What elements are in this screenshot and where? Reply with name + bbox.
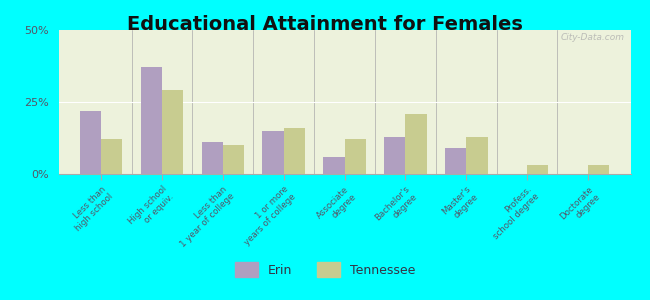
Bar [445,148,466,174]
Bar [323,157,345,174]
Bar [202,142,223,174]
Text: City-Data.com: City-Data.com [561,33,625,42]
Bar [140,68,162,174]
Bar [263,131,283,174]
Bar [80,111,101,174]
Bar [384,136,406,174]
Text: Educational Attainment for Females: Educational Attainment for Females [127,15,523,34]
Bar [588,165,609,174]
Legend: Erin, Tennessee: Erin, Tennessee [230,257,420,282]
Bar [101,140,122,174]
Bar [344,140,366,174]
Bar [162,91,183,174]
Bar [283,128,305,174]
Bar [406,113,426,174]
Bar [527,165,549,174]
Bar [223,145,244,174]
Bar [466,136,488,174]
